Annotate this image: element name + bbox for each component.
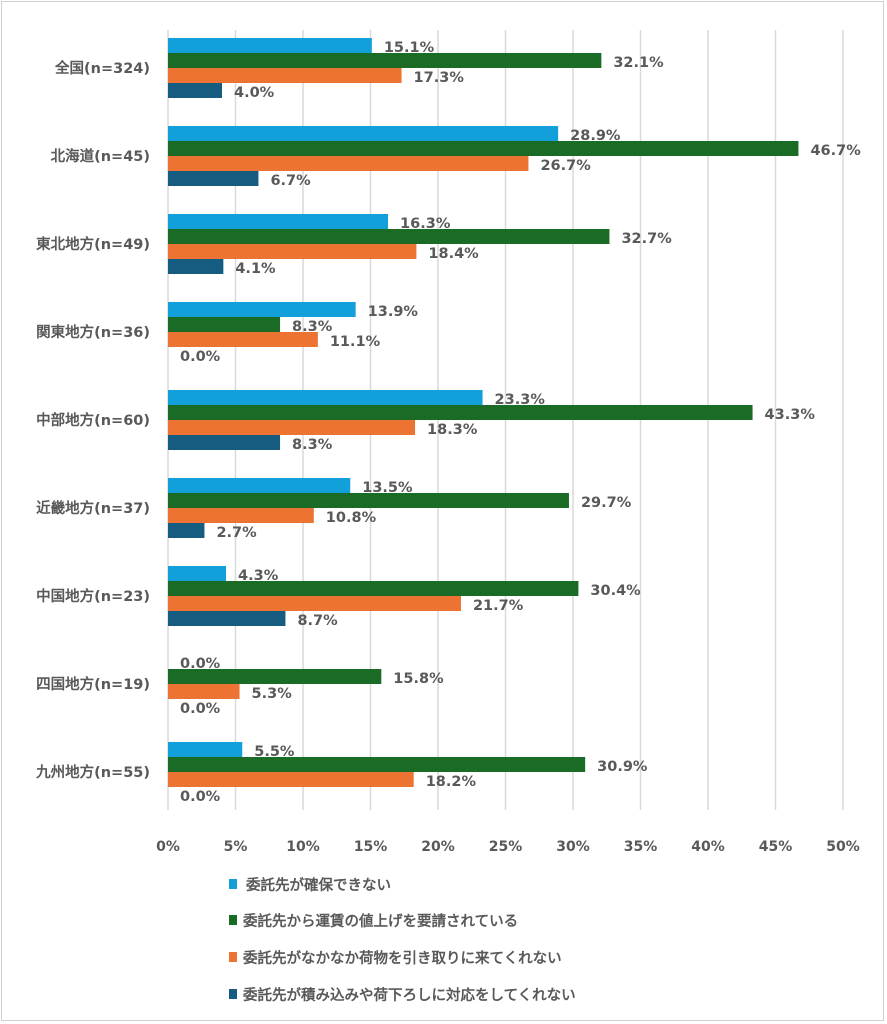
data-label: 21.7%	[473, 598, 524, 614]
bar-2	[168, 757, 586, 772]
bar-2	[168, 405, 753, 420]
bar-2	[168, 669, 382, 684]
bar-2	[168, 141, 799, 156]
data-label: 17.3%	[414, 70, 465, 86]
data-label: 0.0%	[180, 656, 221, 672]
legend-label: 委託先から運賃の値上げを要請されている	[243, 912, 518, 930]
data-label: 26.7%	[540, 158, 591, 174]
data-label: 28.9%	[570, 128, 621, 144]
bar-3	[168, 772, 414, 787]
data-label: 8.3%	[292, 319, 333, 335]
bar-1	[168, 390, 483, 405]
bar-3	[168, 508, 314, 523]
x-tick-label: 40%	[691, 839, 725, 855]
bar-3	[168, 420, 416, 435]
data-label: 18.3%	[427, 422, 478, 438]
data-label: 15.1%	[384, 40, 435, 56]
category-label: 九州地方(n=55)	[35, 763, 150, 781]
data-label: 2.7%	[216, 525, 257, 541]
data-label: 11.1%	[330, 334, 381, 350]
x-tick-label: 5%	[224, 839, 248, 855]
legend-swatch-2	[229, 915, 237, 925]
data-label: 23.3%	[495, 392, 546, 408]
data-label: 16.3%	[400, 216, 451, 232]
bar-3	[168, 332, 318, 347]
bar-1	[168, 126, 559, 141]
x-tick-label: 0%	[156, 839, 180, 855]
category-label: 関東地方(n=36)	[36, 323, 150, 341]
bar-1	[168, 214, 389, 229]
bar-3	[168, 244, 417, 259]
legend-swatch-3	[229, 952, 237, 962]
data-label: 43.3%	[765, 407, 816, 423]
x-tick-label: 50%	[826, 839, 860, 855]
bar-2	[168, 581, 579, 596]
data-label: 13.5%	[362, 480, 413, 496]
category-label: 全国(n=324)	[54, 59, 150, 77]
x-tick-label: 10%	[286, 839, 320, 855]
data-label: 29.7%	[581, 495, 632, 511]
data-label: 5.5%	[254, 744, 295, 760]
x-tick-label: 20%	[421, 839, 455, 855]
legend-label: 委託先がなかなか荷物を引き取りに来てくれない	[243, 949, 562, 967]
bar-3	[168, 68, 402, 83]
data-label: 32.7%	[621, 231, 672, 247]
legend-label: 委託先が確保できない	[246, 876, 391, 894]
category-label: 近畿地方(n=37)	[36, 499, 150, 517]
bar-2	[168, 229, 610, 244]
data-label: 5.3%	[252, 686, 293, 702]
x-tick-label: 35%	[624, 839, 658, 855]
data-label: 30.9%	[597, 759, 648, 775]
data-label: 0.0%	[180, 701, 221, 717]
x-tick-label: 25%	[489, 839, 523, 855]
bar-2	[168, 53, 602, 68]
bar-2	[168, 317, 281, 332]
data-label: 4.0%	[234, 85, 275, 101]
bar-3	[168, 684, 240, 699]
data-label: 8.7%	[297, 613, 338, 629]
bar-3	[168, 596, 461, 611]
data-label: 10.8%	[326, 510, 377, 526]
data-label: 4.3%	[238, 568, 279, 584]
bar-1	[168, 742, 243, 757]
bar-4	[168, 259, 224, 274]
data-label: 32.1%	[613, 55, 664, 71]
x-tick-label: 30%	[556, 839, 590, 855]
category-label: 中国地方(n=23)	[36, 587, 150, 605]
data-label: 30.4%	[590, 583, 641, 599]
bar-3	[168, 156, 529, 171]
category-label: 四国地方(n=19)	[36, 675, 150, 693]
bar-4	[168, 523, 205, 538]
data-label: 0.0%	[180, 789, 221, 805]
x-tick-label: 15%	[354, 839, 388, 855]
bar-4	[168, 171, 259, 186]
legend-swatch-4	[229, 989, 237, 999]
bar-4	[168, 611, 286, 626]
category-label: 東北地方(n=49)	[36, 235, 150, 253]
legend-label: 委託先が積み込みや荷下ろしに対応をしてくれない	[243, 986, 576, 1004]
data-label: 8.3%	[292, 437, 333, 453]
bar-1	[168, 38, 372, 53]
legend-swatch-1	[229, 879, 237, 889]
bar-1	[168, 302, 356, 317]
bar-2	[168, 493, 569, 508]
data-label: 0.0%	[180, 349, 221, 365]
category-label: 北海道(n=45)	[51, 147, 150, 165]
x-tick-label: 45%	[759, 839, 793, 855]
data-label: 6.7%	[270, 173, 311, 189]
data-label: 13.9%	[368, 304, 419, 320]
category-label: 中部地方(n=60)	[36, 411, 150, 429]
data-label: 4.1%	[235, 261, 276, 277]
data-label: 46.7%	[810, 143, 861, 159]
bar-4	[168, 435, 281, 450]
bar-1	[168, 566, 227, 581]
data-label: 18.2%	[426, 774, 477, 790]
bar-1	[168, 478, 351, 493]
bar-4	[168, 83, 222, 98]
data-label: 15.8%	[393, 671, 444, 687]
data-label: 18.4%	[428, 246, 479, 262]
